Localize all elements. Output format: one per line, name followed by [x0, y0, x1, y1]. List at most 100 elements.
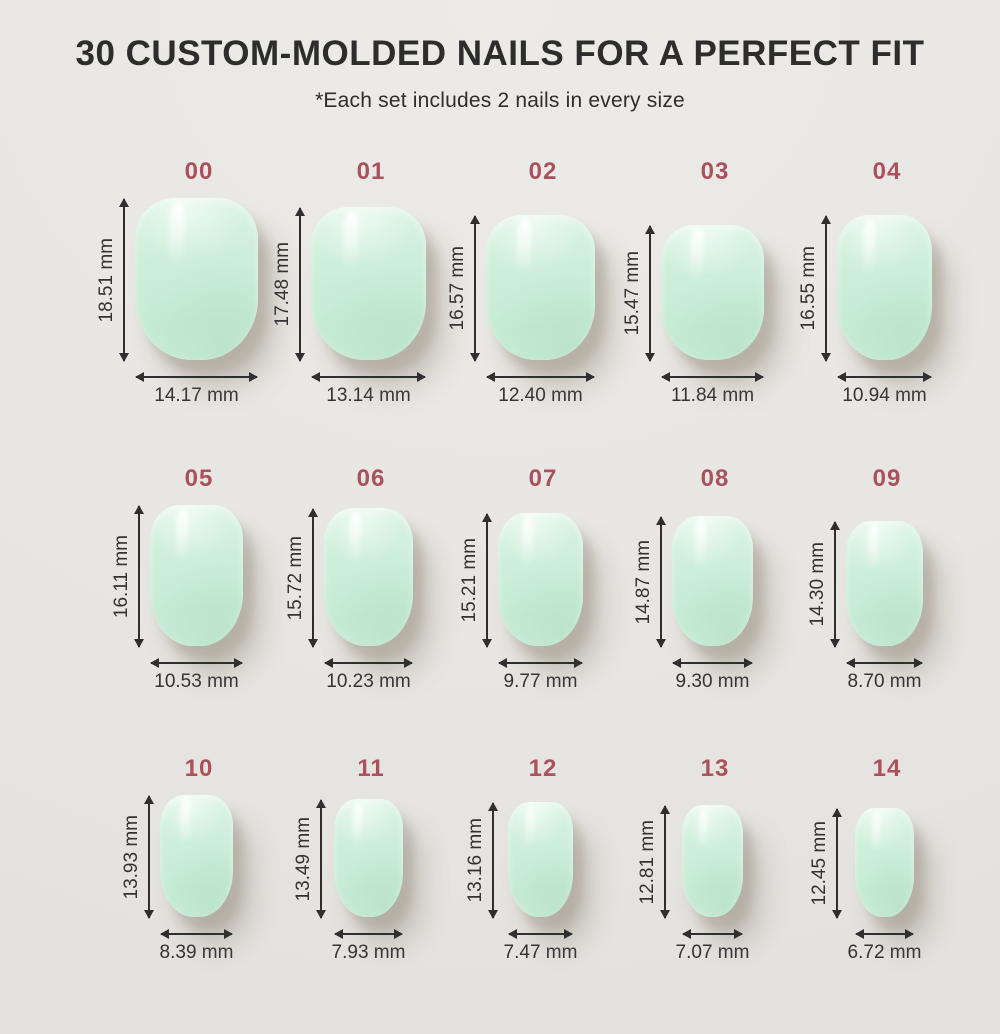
- height-measure-group: 12.45 mm: [808, 808, 838, 918]
- nail-swatch: [486, 214, 595, 360]
- height-label: 12.81 mm: [636, 819, 658, 904]
- height-arrow: [138, 505, 141, 647]
- size-row: 10 13.93 mm 8.39 mm 11 13.49 mm: [81, 755, 961, 964]
- height-arrow: [834, 521, 837, 647]
- width-arrow: [312, 375, 425, 378]
- height-label: 18.51 mm: [95, 237, 117, 323]
- height-arrow: [122, 199, 125, 361]
- nail-column: 10.53 mm: [150, 504, 243, 693]
- height-measure-group: 13.93 mm: [120, 795, 150, 918]
- width-arrow: [672, 661, 753, 664]
- nail-size-cell: 14 12.45 mm 6.72 mm: [779, 755, 951, 964]
- height-arrow: [648, 225, 651, 361]
- height-measure-group: 15.47 mm: [621, 225, 651, 361]
- nail-swatch: [497, 512, 584, 646]
- nail-figure: 15.21 mm 9.77 mm: [458, 506, 584, 693]
- width-label: 14.17 mm: [154, 384, 239, 406]
- width-arrow: [498, 661, 583, 664]
- nail-size-cell: 07 15.21 mm 9.77 mm: [435, 465, 607, 693]
- size-row: 05 16.11 mm 10.53 mm 06 15.72 mm: [81, 465, 961, 693]
- size-number: 08: [700, 464, 730, 492]
- nail-swatch: [660, 224, 765, 360]
- width-label: 8.39 mm: [159, 941, 234, 963]
- size-number: 12: [528, 754, 558, 782]
- nail-size-cell: 08 14.87 mm 9.30 mm: [607, 465, 779, 693]
- height-measure-group: 16.57 mm: [447, 215, 477, 361]
- nail-figure: 16.11 mm 10.53 mm: [111, 504, 243, 693]
- size-number: 00: [184, 158, 214, 185]
- height-label: 13.49 mm: [292, 816, 314, 901]
- nail-swatch: [150, 504, 243, 646]
- width-label: 12.40 mm: [498, 384, 583, 406]
- height-label: 15.21 mm: [458, 538, 480, 623]
- nail-figure: 12.81 mm 7.07 mm: [636, 796, 750, 964]
- nail-column: 8.70 mm: [846, 520, 923, 693]
- height-label: 12.45 mm: [808, 821, 830, 906]
- nail-size-cell: 02 16.57 mm 12.40 mm: [435, 158, 607, 407]
- height-arrow: [147, 795, 150, 918]
- nail-figure: 16.57 mm 12.40 mm: [447, 199, 595, 407]
- height-measure-group: 16.55 mm: [798, 216, 827, 361]
- height-measure-group: 18.51 mm: [96, 199, 125, 361]
- nail-column: 11.84 mm: [660, 224, 765, 407]
- width-arrow: [508, 932, 573, 935]
- nail-figure: 18.51 mm 14.17 mm: [96, 198, 259, 407]
- height-label: 15.47 mm: [621, 251, 643, 336]
- nail-size-cell: 01 17.48 mm 13.14 mm: [263, 158, 435, 407]
- height-arrow: [659, 516, 662, 647]
- nail-size-cell: 13 12.81 mm 7.07 mm: [607, 755, 779, 964]
- width-arrow: [151, 661, 242, 664]
- nail-size-cell: 09 14.30 mm 8.70 mm: [779, 465, 951, 693]
- height-label: 16.57 mm: [447, 246, 469, 331]
- nail-column: 8.39 mm: [159, 794, 234, 964]
- nail-column: 9.77 mm: [497, 512, 584, 693]
- height-arrow: [474, 215, 477, 361]
- height-label: 15.72 mm: [284, 535, 306, 621]
- width-label: 11.84 mm: [670, 384, 755, 406]
- height-arrow: [319, 799, 322, 918]
- width-label: 7.07 mm: [675, 941, 750, 963]
- height-measure-group: 12.81 mm: [636, 805, 666, 918]
- size-row: 00 18.51 mm 14.17 mm 01 17.48 mm: [81, 158, 961, 407]
- size-number: 04: [872, 158, 902, 185]
- nail-swatch: [846, 520, 923, 646]
- height-label: 14.87 mm: [632, 539, 654, 625]
- height-label: 13.93 mm: [120, 814, 142, 900]
- nail-figure: 15.47 mm 11.84 mm: [622, 199, 765, 407]
- width-label: 6.72 mm: [847, 941, 922, 963]
- size-number: 01: [356, 158, 386, 185]
- nail-column: 7.93 mm: [332, 798, 405, 964]
- nail-size-cell: 10 13.93 mm 8.39 mm: [91, 755, 263, 964]
- nail-size-cell: 06 15.72 mm 10.23 mm: [263, 465, 435, 693]
- width-label: 13.14 mm: [326, 384, 411, 406]
- size-number: 10: [184, 754, 214, 782]
- nail-figure: 15.72 mm 10.23 mm: [285, 506, 414, 693]
- height-arrow: [491, 802, 494, 918]
- nail-swatch: [311, 207, 426, 360]
- nail-swatch: [134, 198, 259, 360]
- size-number: 13: [700, 754, 730, 782]
- nail-swatch: [671, 515, 754, 646]
- height-measure-group: 16.11 mm: [111, 505, 141, 647]
- height-label: 16.55 mm: [797, 246, 819, 331]
- nail-swatch: [333, 798, 404, 917]
- height-label: 13.16 mm: [464, 817, 486, 903]
- height-label: 17.48 mm: [272, 242, 294, 327]
- size-number: 11: [357, 754, 385, 782]
- size-grid: 00 18.51 mm 14.17 mm 01 17.48 mm: [81, 158, 961, 964]
- width-arrow: [837, 375, 932, 378]
- width-arrow: [847, 661, 922, 664]
- nail-column: 6.72 mm: [847, 807, 922, 964]
- nail-swatch: [507, 801, 574, 917]
- nail-column: 12.40 mm: [486, 214, 595, 407]
- nail-size-cell: 05 16.11 mm 10.53 mm: [91, 465, 263, 693]
- height-label: 14.30 mm: [807, 542, 829, 627]
- nail-swatch: [681, 804, 744, 917]
- nail-size-cell: 11 13.49 mm 7.93 mm: [263, 755, 435, 964]
- nail-size-cell: 03 15.47 mm 11.84 mm: [607, 158, 779, 407]
- width-arrow: [661, 375, 764, 378]
- height-arrow: [299, 208, 302, 361]
- width-arrow: [160, 932, 233, 935]
- width-arrow: [135, 375, 258, 378]
- nail-column: 14.17 mm: [134, 198, 259, 407]
